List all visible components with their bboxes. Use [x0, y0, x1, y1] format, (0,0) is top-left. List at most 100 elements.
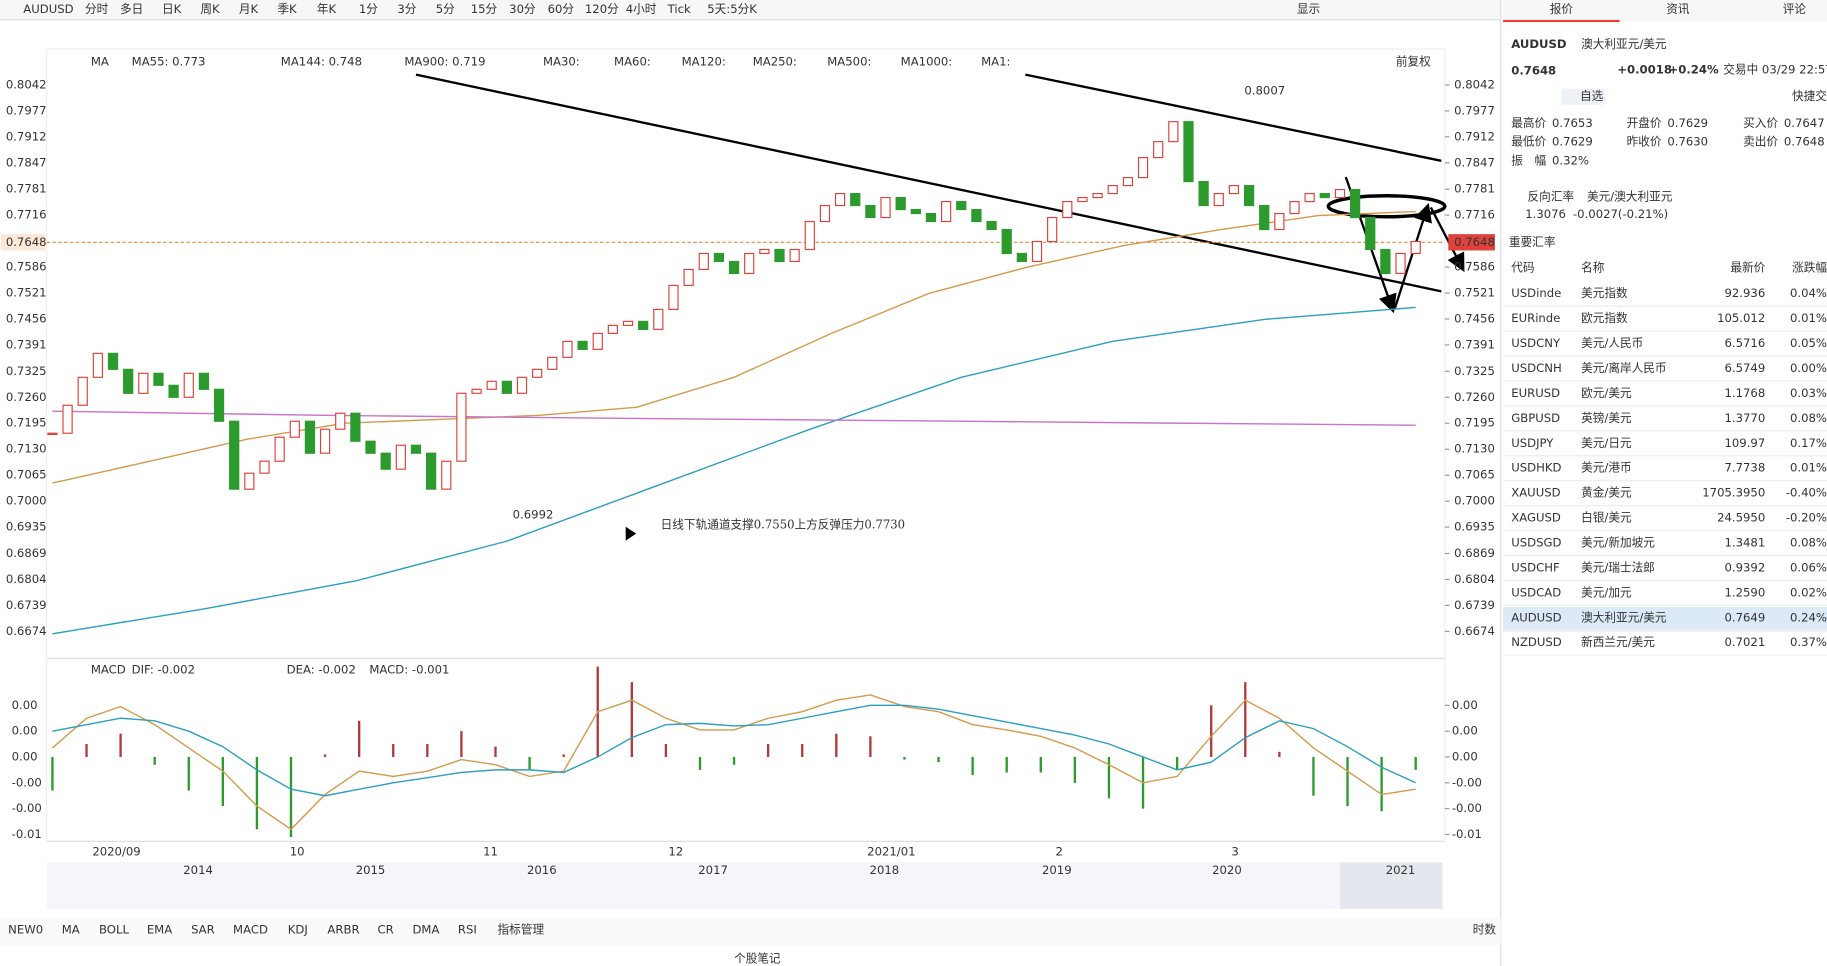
row-name: 黄金/美元	[1581, 486, 1632, 500]
indicator-tab[interactable]: KDJ	[288, 922, 308, 936]
indicator-tab[interactable]: NEW0	[8, 922, 43, 936]
period-tab[interactable]: Tick	[667, 2, 691, 16]
y-tick-label: 0.7586	[1454, 260, 1495, 274]
period-tab[interactable]: 季K	[277, 2, 297, 16]
candle	[1243, 184, 1255, 207]
watch-button[interactable]	[1561, 88, 1606, 105]
time-button[interactable]: 时数	[1473, 922, 1497, 936]
candle	[380, 452, 391, 470]
candle	[1395, 252, 1406, 275]
row-code: AUDUSD	[1511, 610, 1561, 624]
candle	[471, 388, 482, 394]
column-header: 最新价	[1730, 261, 1765, 275]
candle	[547, 356, 558, 370]
indicator-tab[interactable]: CR	[378, 922, 394, 936]
macd-legend: MACD: -0.001	[369, 663, 449, 677]
watch-label[interactable]: 自选	[1580, 89, 1604, 103]
period-tab[interactable]: 5天:5分K	[707, 2, 757, 16]
stat-label: 买入价	[1743, 116, 1778, 130]
period-tab[interactable]: 日K	[162, 2, 182, 16]
stat-value: 0.32%	[1552, 153, 1589, 167]
panel-tab[interactable]: 评论	[1783, 2, 1807, 16]
candle	[698, 252, 709, 271]
candle	[410, 444, 422, 454]
candle	[759, 248, 770, 255]
x-tick-label: 2020/09	[92, 844, 140, 858]
macd-legend: DIF: -0.002	[132, 663, 195, 677]
candle	[1137, 157, 1149, 179]
y-tick-label: 0.8042	[6, 77, 47, 91]
column-header: 代码	[1511, 261, 1534, 275]
notes-tab[interactable]: 个股笔记	[734, 951, 781, 965]
candle	[1274, 212, 1285, 231]
period-tab[interactable]: 多日	[120, 2, 143, 16]
annotation: 日线下轨通道支撑0.7550上方反弹压力0.7730	[661, 518, 905, 532]
row-name: 美元/新加坡元	[1581, 536, 1655, 550]
panel-tab[interactable]: 报价	[1550, 2, 1574, 16]
period-tab[interactable]: 4小时	[626, 2, 657, 16]
candle	[1198, 181, 1209, 207]
reverse-change: -0.0027(-0.21%)	[1573, 207, 1668, 221]
candle	[441, 460, 452, 490]
period-tab[interactable]: 5分	[436, 2, 455, 16]
indicator-name: MA	[91, 54, 109, 68]
y-tick-label: 0.7456	[1454, 311, 1495, 325]
y-tick-label: -0.00	[12, 801, 42, 815]
adjust-button[interactable]: 前复权	[1396, 54, 1431, 68]
indicator-tab[interactable]: BOLL	[99, 922, 129, 936]
candle	[516, 376, 528, 394]
candle	[486, 380, 497, 390]
period-tab[interactable]: 30分	[509, 2, 536, 16]
y-tick-label: 0.7130	[1454, 442, 1495, 456]
candle	[1122, 177, 1134, 187]
high-label: 0.8007	[1244, 83, 1285, 97]
period-tab[interactable]: 月K	[239, 2, 259, 16]
period-tab[interactable]: 分时	[85, 2, 109, 16]
period-tab[interactable]: 60分	[548, 2, 575, 16]
quick-trade[interactable]: 快捷交	[1792, 89, 1827, 103]
reverse-pair: 美元/澳大利亚元	[1587, 189, 1673, 203]
navigator-window[interactable]	[1339, 862, 1443, 909]
row-price: 1.3481	[1725, 536, 1766, 550]
period-tab[interactable]: 3分	[397, 2, 416, 16]
period-tab[interactable]: 1分	[359, 2, 378, 16]
symbol-tab: AUDUSD	[23, 2, 73, 16]
ma-line	[52, 306, 1416, 635]
indicator-tab[interactable]: EMA	[147, 922, 172, 936]
indicator-tab[interactable]: MACD	[233, 922, 268, 936]
y-tick-label: 0.6674	[1454, 624, 1495, 638]
indicator-tab[interactable]: DMA	[412, 922, 439, 936]
indicator-tab[interactable]: SAR	[191, 922, 215, 936]
y-tick-label: 0.00	[12, 724, 38, 738]
indicator-tab[interactable]: MA	[62, 922, 80, 936]
candle	[562, 340, 573, 358]
stat-label: 开盘价	[1627, 116, 1662, 130]
indicator-tab[interactable]: ARBR	[327, 922, 359, 936]
y-tick-label: 0.00	[1452, 724, 1478, 738]
candle	[168, 384, 179, 398]
candle	[365, 440, 376, 454]
period-tab[interactable]: 周K	[200, 2, 220, 16]
navigator[interactable]	[46, 862, 1443, 909]
ma-legend: MA120:	[682, 54, 726, 68]
play-icon	[625, 526, 637, 541]
candle	[456, 392, 467, 462]
period-tab[interactable]: 15分	[471, 2, 498, 16]
period-tab[interactable]: 年K	[317, 2, 337, 16]
x-tick-label: 2021/01	[867, 844, 915, 858]
indicator-tab[interactable]: 指标管理	[498, 922, 545, 936]
candle	[1016, 252, 1027, 263]
indicator-tab[interactable]: RSI	[458, 922, 477, 936]
candle	[244, 472, 255, 490]
candle	[1062, 200, 1073, 219]
candle	[1259, 204, 1270, 231]
candle	[910, 208, 921, 215]
y-tick-label: 0.7065	[6, 468, 47, 482]
display-menu[interactable]: 显示	[1297, 2, 1320, 16]
panel-tab[interactable]: 资讯	[1666, 2, 1690, 16]
period-tab[interactable]: 120分	[585, 2, 619, 16]
row-code: XAUUSD	[1511, 486, 1560, 500]
y-tick-label: 0.7521	[1454, 286, 1495, 300]
y-tick-label: -0.01	[12, 827, 42, 841]
y-tick-label: 0.7977	[6, 103, 47, 117]
